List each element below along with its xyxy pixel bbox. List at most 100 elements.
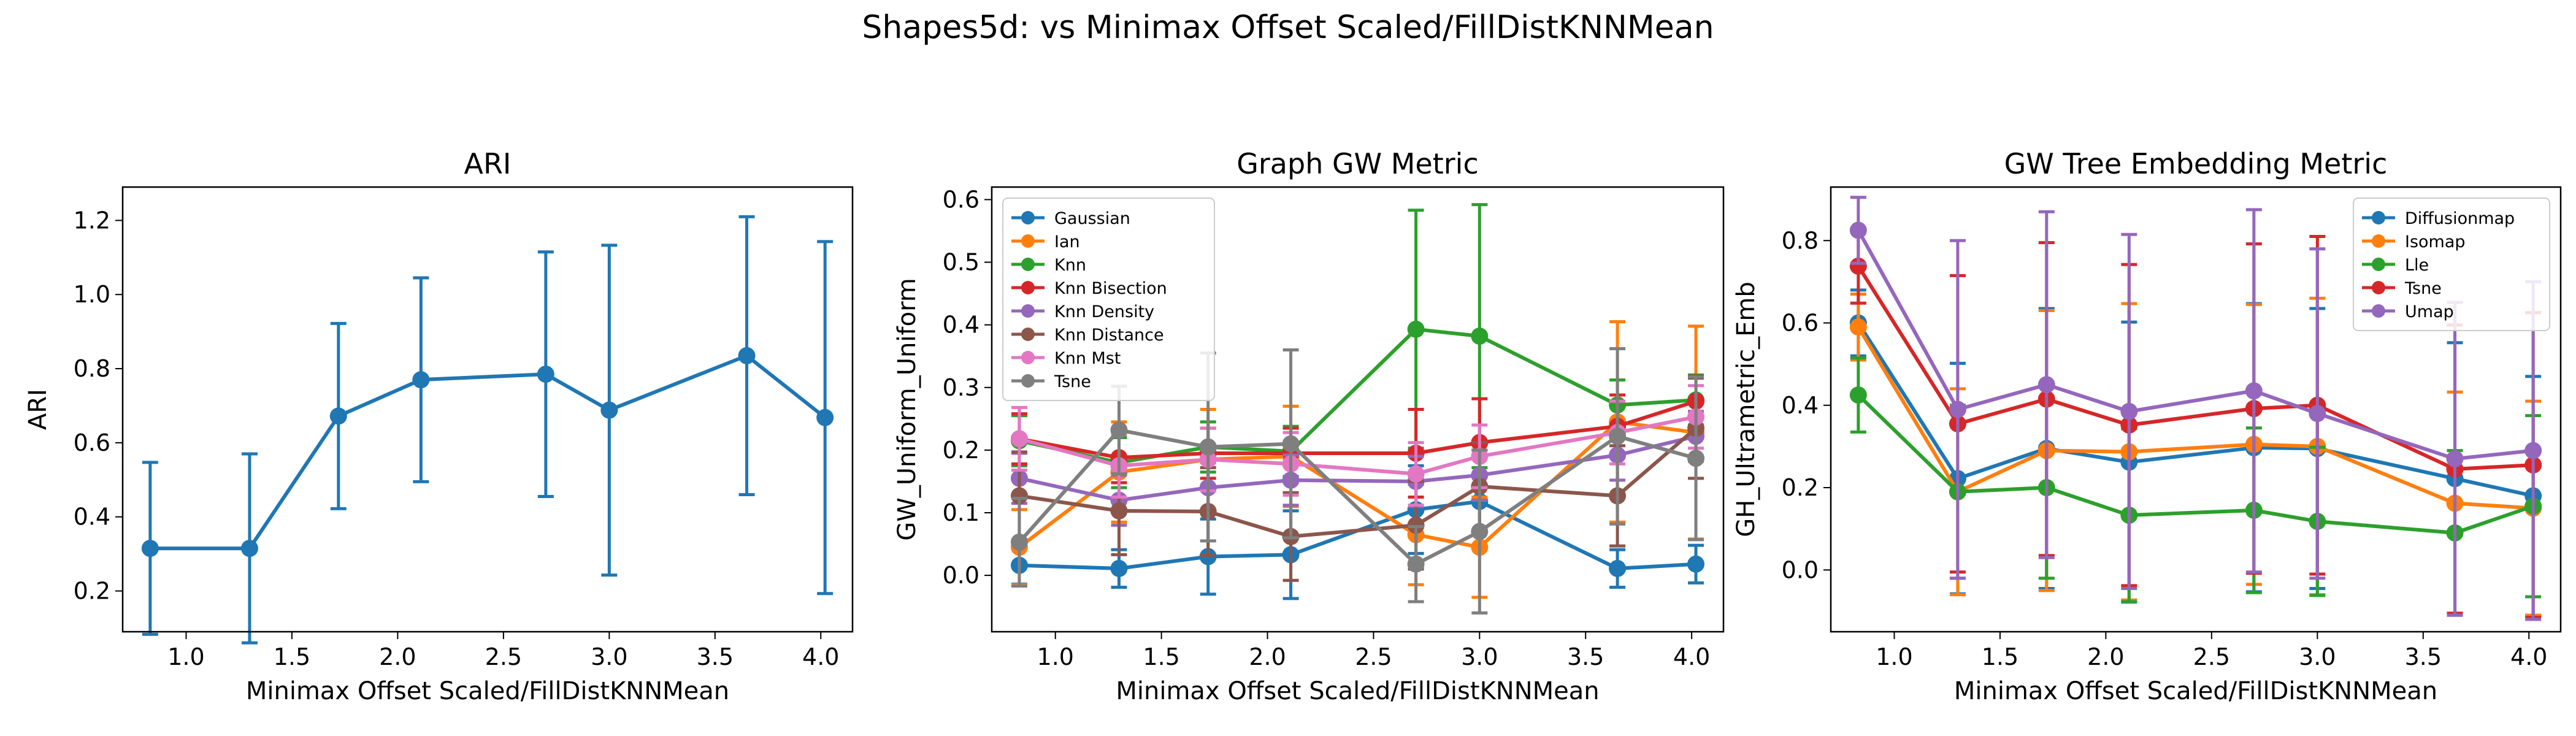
data-point: [738, 347, 756, 364]
legend-handle-marker: [1021, 304, 1035, 318]
legend-handle-marker: [2372, 258, 2385, 271]
legend-box: [2353, 197, 2550, 331]
data-point: [1849, 386, 1867, 404]
series-line: [1857, 393, 2534, 535]
data-point: [1471, 328, 1489, 345]
legend-entry: Gaussian: [1054, 209, 1130, 228]
legend-entry: Knn: [1054, 256, 1086, 275]
y-tick-label: 0.2: [74, 578, 110, 605]
data-point: [1110, 502, 1128, 519]
legend-entry: Knn Distance: [1054, 326, 1164, 345]
x-axis-label: Minimax Offset Scaled/FillDistKNNMean: [1116, 677, 1599, 705]
figure-title: Shapes5d: vs Minimax Offset Scaled/FillD…: [862, 9, 1714, 46]
data-point: [1949, 401, 1966, 418]
data-point: [1609, 559, 1627, 577]
legend-entry: Diffusionmap: [2405, 209, 2515, 228]
legend: Diffusionmap Isomap Lle Tsne Umap: [2353, 197, 2550, 331]
legend-handle-marker: [2372, 281, 2385, 294]
x-tick-label: 1.5: [1143, 643, 1179, 670]
y-tick-label: 0.6: [943, 186, 979, 213]
y-tick-label: 0.0: [1782, 556, 1819, 583]
panel-title: GW Tree Embedding Metric: [2004, 147, 2388, 180]
y-tick-label: 0.4: [943, 312, 979, 339]
series-line: [1019, 327, 1696, 465]
x-tick-label: 2.0: [379, 643, 416, 670]
y-tick-label: 0.0: [943, 562, 979, 589]
data-point: [1849, 221, 1867, 239]
series-line: [1019, 434, 1696, 502]
x-axis-label: Minimax Offset Scaled/FillDistKNNMean: [246, 677, 729, 705]
data-point: [141, 540, 159, 558]
y-axis-label: GH_Ultrametric_Emb: [1732, 282, 1760, 537]
series-line: [1018, 428, 1696, 566]
y-tick-label: 1.0: [74, 281, 110, 308]
y-tick-label: 0.8: [74, 355, 110, 382]
x-tick-label: 1.0: [167, 643, 204, 670]
series-umap: [1849, 196, 2542, 621]
x-tick-label: 2.0: [2087, 643, 2124, 670]
y-tick-label: 0.6: [1782, 310, 1819, 337]
y-axis-label: GW_Uniform_Uniform: [893, 278, 921, 541]
data-point: [816, 408, 834, 426]
data-point: [2120, 402, 2138, 420]
x-tick-label: 3.5: [2405, 643, 2442, 670]
panel-title: Graph GW Metric: [1236, 147, 1478, 180]
data-point: [2309, 405, 2326, 423]
legend-handle-marker: [1021, 234, 1035, 248]
x-tick-label: 3.0: [1461, 643, 1498, 670]
legend-handle-marker: [1021, 328, 1035, 341]
panel-2: Graph GW Metric 1.0 1.5 2.0 2.5 3.0 3.5 4.0 0.0 0…: [893, 147, 1725, 705]
x-tick-label: 2.5: [485, 643, 522, 670]
x-tick-label: 4.0: [802, 643, 839, 670]
legend-entry: Lle: [2405, 256, 2429, 275]
data-point: [2037, 376, 2055, 394]
series-line: [1857, 326, 2534, 510]
data-point: [537, 366, 554, 383]
data-point: [412, 371, 430, 389]
panel-title: ARI: [464, 147, 512, 180]
data-point: [1687, 555, 1705, 573]
data-point: [2446, 450, 2464, 468]
x-tick-label: 3.0: [591, 643, 627, 670]
legend-handle-marker: [1021, 351, 1035, 364]
legend-handle-marker: [2372, 211, 2385, 224]
data-point: [1110, 421, 1128, 439]
legend: Gaussian Ian Knn Knn Bisection Knn Density Kn…: [1002, 197, 1215, 401]
series-line: [1018, 420, 1696, 550]
series-line: [150, 353, 827, 551]
x-tick-label: 2.0: [1249, 643, 1286, 670]
x-tick-label: 2.5: [1355, 643, 1392, 670]
x-tick-label: 1.5: [1982, 643, 2018, 670]
data-point: [1849, 318, 1867, 336]
y-axis-label: ARI: [24, 389, 52, 430]
data-point: [1609, 427, 1627, 445]
legend-handle-marker: [1021, 374, 1035, 388]
y-tick-label: 0.4: [1782, 392, 1819, 419]
y-tick-label: 0.6: [74, 429, 110, 456]
data-point: [2524, 442, 2542, 459]
series-line: [1857, 265, 2534, 471]
panel-1: ARI 1.0 1.5 2.0 2.5 3.0 3.5 4.0 0.2 0.4 0.6 0.8 1.0 1…: [24, 147, 854, 705]
panel-3: GW Tree Embedding Metric 1.0 1.5 2.0 2.5 3.0 3…: [1732, 147, 2562, 705]
y-tick-label: 0.5: [943, 249, 979, 276]
series-line: [1019, 426, 1698, 539]
data-point: [1407, 465, 1425, 483]
data-point: [1010, 533, 1028, 551]
legend-entry: Tsne: [2404, 279, 2442, 298]
data-point: [1199, 438, 1217, 456]
y-tick-label: 0.4: [74, 504, 110, 531]
data-point: [600, 401, 618, 419]
legend-handle-marker: [2372, 304, 2385, 318]
data-point: [1687, 450, 1705, 467]
data-point: [2245, 382, 2263, 400]
plot-frame: [991, 186, 1725, 633]
y-tick-label: 0.8: [1782, 227, 1819, 254]
x-tick-label: 1.0: [1876, 643, 1912, 670]
legend-entry: Umap: [2405, 302, 2454, 321]
x-tick-label: 3.5: [697, 643, 734, 670]
data-point: [329, 407, 347, 425]
legend-handle-marker: [2372, 234, 2385, 248]
legend-box: [1002, 197, 1215, 401]
x-tick-label: 2.5: [2193, 643, 2230, 670]
